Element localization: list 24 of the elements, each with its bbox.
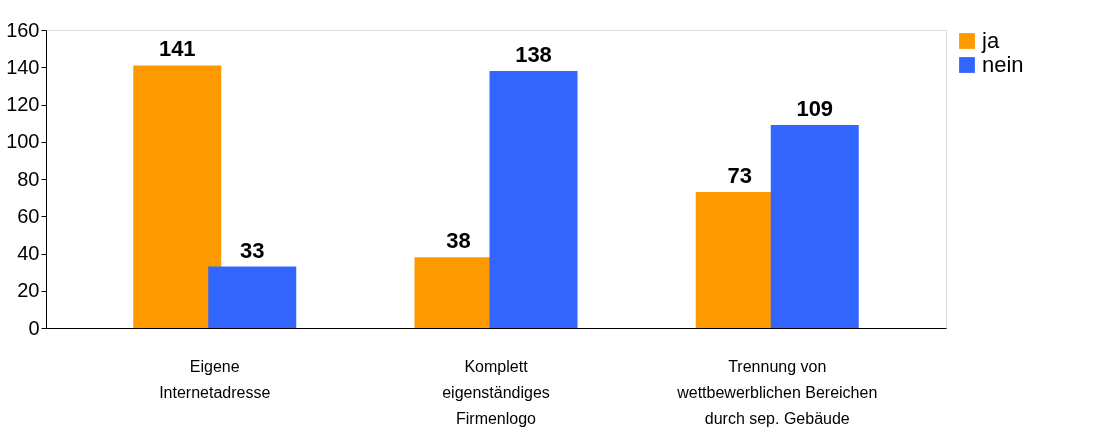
y-tick-label: 60 xyxy=(17,204,40,227)
data-label: 141 xyxy=(158,36,196,62)
x-tick-label: Komplett eigenständiges Firmenlogo xyxy=(442,357,550,427)
data-label: 38 xyxy=(446,228,471,254)
bar xyxy=(208,266,297,328)
y-tick-label: 100 xyxy=(6,130,40,153)
legend-label: nein xyxy=(982,52,1024,77)
bar xyxy=(770,124,859,328)
y-tick-label: 160 xyxy=(6,18,40,41)
data-label: 138 xyxy=(515,41,552,67)
data-label: 33 xyxy=(240,237,265,263)
bar xyxy=(133,65,222,328)
bar xyxy=(489,70,578,328)
data-label: 109 xyxy=(796,95,834,121)
x-tick-label: Eigene Internetadresse xyxy=(159,357,271,401)
y-tick-label: 40 xyxy=(17,242,40,264)
legend-label: ja xyxy=(981,28,1000,53)
data-label: 73 xyxy=(727,163,752,189)
y-tick-label: 140 xyxy=(6,55,40,78)
x-tick-label: Trennung von wettbewerblichen Bereichen durch sep. Gebäude xyxy=(676,357,878,427)
y-tick-label: 80 xyxy=(17,167,40,190)
y-tick-label: 20 xyxy=(17,279,40,302)
y-tick-label: 0 xyxy=(28,316,40,339)
y-tick-label: 120 xyxy=(6,93,40,115)
